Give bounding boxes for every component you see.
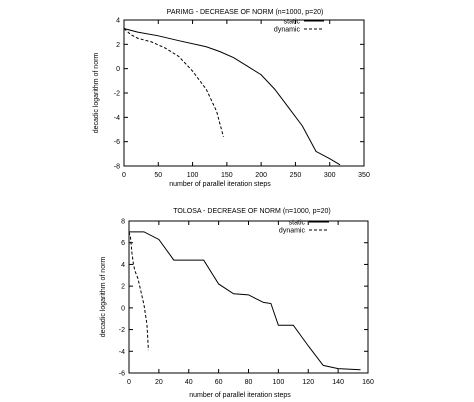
x-tick-label: 100: [187, 172, 199, 179]
legend-label: dynamic: [274, 27, 301, 34]
x-tick-label: 40: [185, 379, 193, 386]
y-tick-label: -6: [119, 371, 125, 378]
y-tick-label: -8: [114, 164, 120, 171]
chart-2: 0 20 40 60 80 100 120 140 160 -6 -4 -2 0 2 4 6 8 TOLOSA -…: [100, 208, 374, 399]
plot-frame: [123, 19, 365, 167]
y-tick-label: 4: [116, 18, 120, 25]
x-tick-label: 50: [154, 172, 162, 179]
x-tick-label: 60: [215, 379, 223, 386]
series-line-dynamic: [128, 231, 149, 351]
x-tick-label: 0: [127, 379, 131, 386]
y-tick-label: -6: [114, 139, 120, 146]
y-axis-label: decadic logarithm of norm: [100, 257, 107, 338]
chart-1: 0 50 100 150 200 250 300 350 -8 -6 -4 -2 0 2 4 PARIMG -…: [93, 9, 370, 188]
legend-label: static: [289, 220, 306, 227]
series-line-dynamic: [123, 28, 224, 137]
legend-label: dynamic: [279, 228, 306, 235]
x-tick-label: 160: [362, 379, 374, 386]
y-tick-label: 4: [121, 262, 125, 269]
x-tick-label: 100: [273, 379, 285, 386]
y-tick-label: 0: [121, 305, 125, 312]
y-tick-label: -4: [119, 349, 125, 356]
chart-title: PARIMG - DECREASE OF NORM (n=1000, p=20): [167, 9, 324, 16]
series-line-static: [123, 28, 341, 166]
x-tick-label: 250: [290, 172, 302, 179]
y-tick-label: 8: [121, 219, 125, 226]
legend-label: static: [284, 19, 301, 26]
x-tick-label: 0: [122, 172, 126, 179]
chart-title: TOLOSA - DECREASE OF NORM (n=1000, p=20): [173, 208, 330, 215]
y-tick-label: 0: [116, 66, 120, 73]
y-tick-label: 2: [116, 42, 120, 49]
x-tick-label: 150: [221, 172, 233, 179]
x-tick-label: 80: [245, 379, 253, 386]
x-tick-label: 300: [324, 172, 336, 179]
x-axis-label: number of parallel iteration steps: [169, 181, 271, 188]
x-tick-label: 350: [358, 172, 370, 179]
y-axis-label: decadic logarithm of norm: [93, 53, 100, 134]
x-tick-label: 20: [155, 379, 163, 386]
y-tick-label: -2: [114, 91, 120, 98]
y-tick-label: -4: [114, 115, 120, 122]
series-line-static: [129, 231, 361, 371]
x-tick-label: 140: [332, 379, 344, 386]
y-tick-label: 6: [121, 240, 125, 247]
x-tick-label: 200: [255, 172, 267, 179]
y-tick-label: -2: [119, 327, 125, 334]
y-tick-label: 2: [121, 284, 125, 291]
x-axis-label: number of parallel iteration steps: [189, 392, 291, 399]
x-tick-label: 120: [302, 379, 314, 386]
plot-frame: [128, 220, 369, 374]
